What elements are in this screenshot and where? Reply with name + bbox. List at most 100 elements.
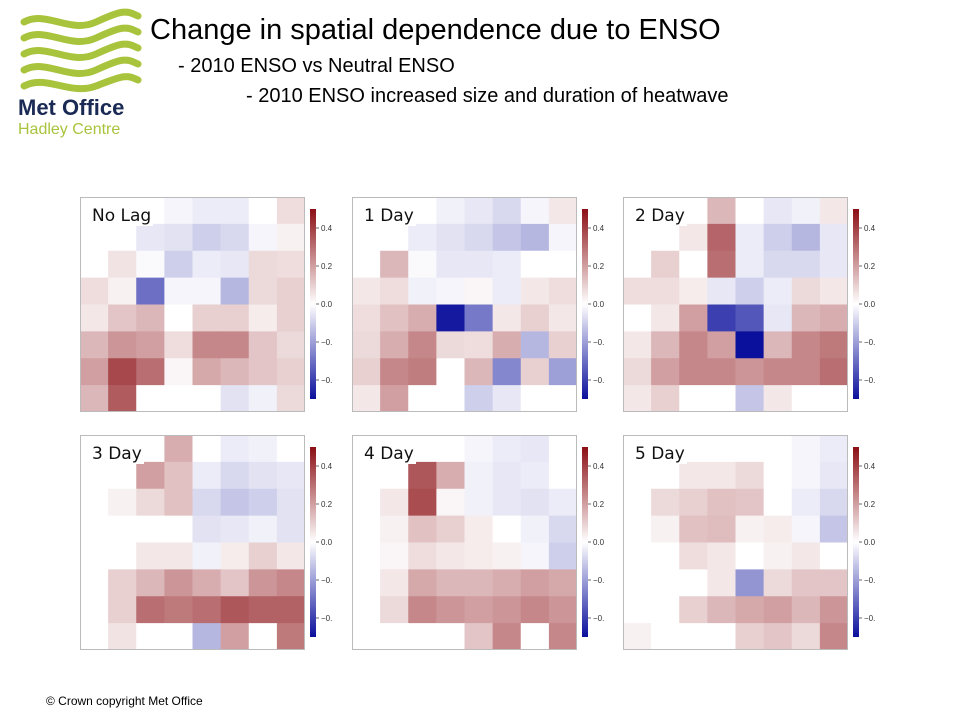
heatmap-cell bbox=[735, 304, 765, 332]
heatmap-cell bbox=[108, 331, 137, 359]
heatmap-cell bbox=[763, 358, 793, 386]
heatmap-cell bbox=[819, 435, 848, 463]
colorbar-tick-label: −0. bbox=[593, 576, 604, 585]
heatmap-cell bbox=[380, 461, 409, 490]
heatmap-cell bbox=[220, 435, 250, 463]
heatmap-cell bbox=[623, 223, 652, 252]
heatmap-cell bbox=[763, 569, 793, 597]
heatmap-cell bbox=[276, 596, 305, 624]
heatmap-cell bbox=[679, 542, 708, 570]
heatmap-cell bbox=[248, 277, 278, 306]
colorbar-tick-label: 0.0 bbox=[321, 538, 333, 547]
heatmap-cell bbox=[380, 569, 409, 597]
heatmap-cell bbox=[548, 385, 577, 412]
colorbar-tick-label: 0.2 bbox=[864, 262, 876, 271]
heatmap-cell bbox=[735, 488, 765, 517]
heatmap-cell bbox=[763, 596, 793, 624]
heatmap-cell bbox=[651, 542, 680, 570]
heatmap-cell bbox=[623, 250, 652, 279]
heatmap-cell bbox=[679, 461, 708, 490]
heatmap-cell bbox=[136, 331, 165, 359]
heatmap-cell bbox=[80, 304, 109, 332]
heatmap-cell bbox=[164, 385, 194, 412]
heatmap-cell bbox=[679, 569, 708, 597]
colorbar-tick-label: 0.4 bbox=[593, 224, 605, 233]
heatmap-cell bbox=[679, 515, 708, 544]
heatmap-cell bbox=[248, 569, 278, 597]
heatmap-cell bbox=[192, 277, 222, 306]
heatmap-cell bbox=[436, 304, 466, 332]
heatmap-cell bbox=[436, 250, 466, 279]
colorbar-gradient bbox=[853, 447, 859, 637]
heatmap-cell bbox=[192, 542, 222, 570]
heatmap-cell bbox=[136, 223, 165, 252]
heatmap-cell bbox=[276, 277, 305, 306]
heatmap-cell bbox=[192, 515, 222, 544]
heatmap-cell bbox=[380, 358, 409, 386]
copyright-footer: © Crown copyright Met Office bbox=[46, 694, 203, 708]
heatmap-cell bbox=[220, 488, 250, 517]
heatmap-cell bbox=[763, 277, 793, 306]
heatmap-cell bbox=[352, 569, 381, 597]
heatmap-cell bbox=[492, 385, 522, 412]
heatmap-cell bbox=[276, 435, 305, 463]
heatmap-cell bbox=[380, 250, 409, 279]
heatmap bbox=[352, 197, 577, 412]
heatmap-cell bbox=[623, 461, 652, 490]
heatmap-cell bbox=[679, 250, 708, 279]
heatmap-frame bbox=[352, 435, 577, 650]
heatmap-cell bbox=[248, 623, 278, 650]
heatmap-cell bbox=[464, 435, 494, 463]
heatmap-cell bbox=[548, 304, 577, 332]
heatmap-cell bbox=[220, 223, 250, 252]
heatmap-cell bbox=[220, 569, 250, 597]
colorbar-tick-label: −0. bbox=[321, 376, 332, 385]
heatmap-cell bbox=[651, 250, 680, 279]
heatmap-cell bbox=[707, 569, 737, 597]
heatmap-cell bbox=[819, 223, 848, 252]
heatmap-cell bbox=[735, 461, 765, 490]
heatmap-cell bbox=[248, 197, 278, 225]
heatmap-cell bbox=[679, 358, 708, 386]
heatmap-cell bbox=[548, 461, 577, 490]
heatmap-cell bbox=[819, 250, 848, 279]
colorbar-tick-label: 0.0 bbox=[864, 538, 876, 547]
heatmap-cell bbox=[220, 197, 250, 225]
heatmap-cell bbox=[651, 596, 680, 624]
heatmap-cell bbox=[352, 542, 381, 570]
heatmap-cell bbox=[220, 250, 250, 279]
heatmap-cell bbox=[492, 277, 522, 306]
heatmap-cell bbox=[192, 358, 222, 386]
heatmap-cell bbox=[164, 277, 194, 306]
heatmap-cell bbox=[707, 515, 737, 544]
heatmap-cell bbox=[164, 596, 194, 624]
heatmap-cell bbox=[623, 277, 652, 306]
heatmap-cell bbox=[819, 358, 848, 386]
heatmap-cell bbox=[164, 223, 194, 252]
heatmap-cell bbox=[520, 304, 550, 332]
heatmap-cell bbox=[408, 250, 437, 279]
heatmap-cell bbox=[108, 542, 137, 570]
heatmap-cell bbox=[492, 623, 522, 650]
heatmap-cell bbox=[380, 623, 409, 650]
heatmap-cell bbox=[707, 542, 737, 570]
heatmap-cell bbox=[791, 304, 821, 332]
heatmap-cell bbox=[520, 277, 550, 306]
heatmap-cell bbox=[436, 331, 466, 359]
heatmap-cell bbox=[735, 358, 765, 386]
heatmap-cell bbox=[352, 358, 381, 386]
panel-label: 3 Day bbox=[90, 444, 144, 464]
heatmap-cell bbox=[136, 277, 165, 306]
heatmap-cell bbox=[352, 461, 381, 490]
heatmap-cell bbox=[819, 197, 848, 225]
heatmap-cell bbox=[136, 596, 165, 624]
panel-label: 2 Day bbox=[633, 206, 687, 226]
heatmap-cell bbox=[108, 569, 137, 597]
heatmap-cell bbox=[436, 435, 466, 463]
heatmap-cell bbox=[408, 569, 437, 597]
heatmap-cell bbox=[192, 461, 222, 490]
heatmap-cell bbox=[408, 596, 437, 624]
heatmap-cell bbox=[276, 515, 305, 544]
heatmap-cell bbox=[819, 488, 848, 517]
colorbar: 0.4 0.2 0.0 −0. −0. bbox=[582, 447, 605, 637]
